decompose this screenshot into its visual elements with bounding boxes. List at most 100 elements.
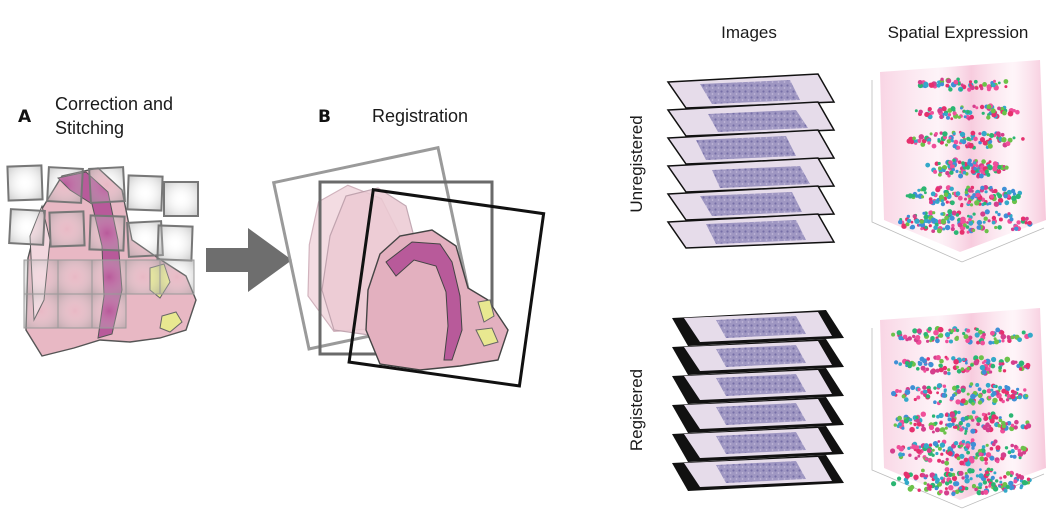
- expression-dot: [1015, 109, 1020, 115]
- expression-dot: [962, 357, 966, 362]
- expression-dot: [917, 138, 922, 143]
- expression-dot: [967, 194, 971, 198]
- expression-dot: [989, 455, 995, 461]
- expression-dot: [979, 456, 985, 461]
- expression-dot: [937, 139, 941, 143]
- expression-dot: [933, 329, 939, 336]
- expression-dot: [1000, 485, 1004, 489]
- expression-dot: [992, 166, 998, 172]
- expression-dot: [956, 365, 959, 369]
- expression-dot: [954, 489, 960, 495]
- slice: [666, 157, 836, 193]
- expression-dot: [960, 106, 963, 110]
- expression-dot: [942, 168, 946, 173]
- expression-dot: [969, 477, 973, 481]
- expression-dot: [999, 480, 1003, 484]
- expression-dot: [896, 330, 902, 336]
- expression-dot: [978, 452, 983, 456]
- expression-dot: [1015, 473, 1019, 477]
- expression-dot: [979, 468, 982, 471]
- expression-dot: [969, 114, 974, 120]
- expression-dot: [991, 414, 997, 420]
- expression-dot: [915, 418, 920, 423]
- expression-dot: [964, 190, 968, 195]
- expression-dot: [974, 86, 979, 90]
- expression-dot: [961, 161, 965, 166]
- expression-dot: [976, 417, 982, 423]
- expression-dot: [953, 359, 959, 365]
- expression-dot: [993, 188, 998, 194]
- row-title-unregistered: Unregistered: [627, 115, 646, 212]
- column-title-images: Images: [721, 23, 777, 42]
- expression-dot: [976, 490, 982, 496]
- expression-dot: [1001, 388, 1007, 394]
- expression-dot: [928, 424, 935, 431]
- expression-dot: [944, 467, 950, 472]
- expression-dot: [901, 426, 905, 430]
- expression-dot: [942, 112, 946, 116]
- expression-dot: [968, 456, 974, 462]
- expression-dot: [1010, 393, 1016, 400]
- expression-dot: [917, 80, 923, 85]
- expression-dot: [912, 136, 916, 141]
- expression-dot: [918, 134, 924, 140]
- expression-dot: [990, 330, 995, 336]
- expression-dot: [995, 479, 999, 483]
- expression-dot: [943, 431, 947, 435]
- expression-dot: [980, 211, 986, 217]
- expression-dot: [1025, 216, 1029, 221]
- expression-dot: [940, 460, 945, 464]
- expression-dot: [933, 225, 938, 230]
- image-tiles: [6, 164, 199, 262]
- expression-dot: [982, 480, 988, 485]
- expression-dot: [954, 425, 958, 429]
- expression-dot: [922, 385, 927, 390]
- expression-dot: [948, 472, 953, 478]
- expression-dot: [1012, 454, 1017, 459]
- expression-dot: [927, 219, 931, 224]
- expression-dot: [945, 83, 950, 88]
- expression-dot: [995, 445, 1001, 451]
- expression-dot: [959, 460, 965, 466]
- expression-dot: [979, 364, 986, 371]
- expression-dot: [924, 112, 930, 117]
- expression-dot: [938, 399, 942, 404]
- expression-dot: [940, 452, 944, 456]
- expression-dot: [997, 212, 1001, 217]
- expression-dot: [984, 358, 991, 365]
- expression-dot: [965, 145, 969, 149]
- expression-dot: [947, 368, 951, 372]
- expression-dot: [1010, 360, 1016, 365]
- expression-dot: [955, 335, 959, 340]
- expression-dot: [950, 226, 955, 232]
- expression-dot: [977, 400, 983, 405]
- expression-dot: [939, 358, 944, 364]
- expression-dot: [998, 368, 1002, 373]
- expression-dot: [930, 336, 935, 341]
- expression-dot: [1003, 194, 1008, 199]
- expression-dot: [996, 192, 1000, 196]
- expression-dot: [936, 414, 940, 419]
- expression-dot: [924, 457, 928, 461]
- expression-dot: [985, 470, 989, 475]
- expression-dot: [965, 422, 971, 428]
- expression-dot: [973, 136, 978, 142]
- expression-dot: [934, 486, 939, 491]
- expression-dot: [894, 360, 899, 365]
- expression-dot: [955, 213, 960, 217]
- expression-dot: [919, 219, 925, 224]
- registered-spatial-plot: [871, 308, 1046, 509]
- expression-dot: [992, 486, 999, 492]
- expression-dot: [968, 220, 974, 226]
- expression-dot: [991, 112, 997, 118]
- expression-dot: [1017, 448, 1022, 453]
- expression-dot: [961, 476, 965, 480]
- expression-dot: [957, 195, 963, 201]
- expression-dot: [1016, 220, 1021, 225]
- expression-dot: [912, 334, 916, 339]
- expression-dot: [969, 203, 974, 207]
- expression-dot: [934, 421, 938, 425]
- expression-dot: [907, 446, 911, 450]
- expression-dot: [941, 479, 946, 484]
- expression-dot: [1013, 479, 1018, 484]
